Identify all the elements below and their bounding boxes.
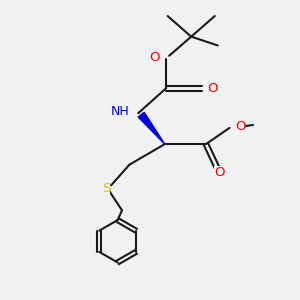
Text: O: O	[235, 120, 245, 133]
Text: O: O	[214, 166, 224, 178]
Text: S: S	[102, 182, 110, 195]
Text: O: O	[207, 82, 217, 95]
Text: O: O	[149, 51, 160, 64]
Text: NH: NH	[111, 105, 130, 118]
Polygon shape	[138, 112, 165, 144]
